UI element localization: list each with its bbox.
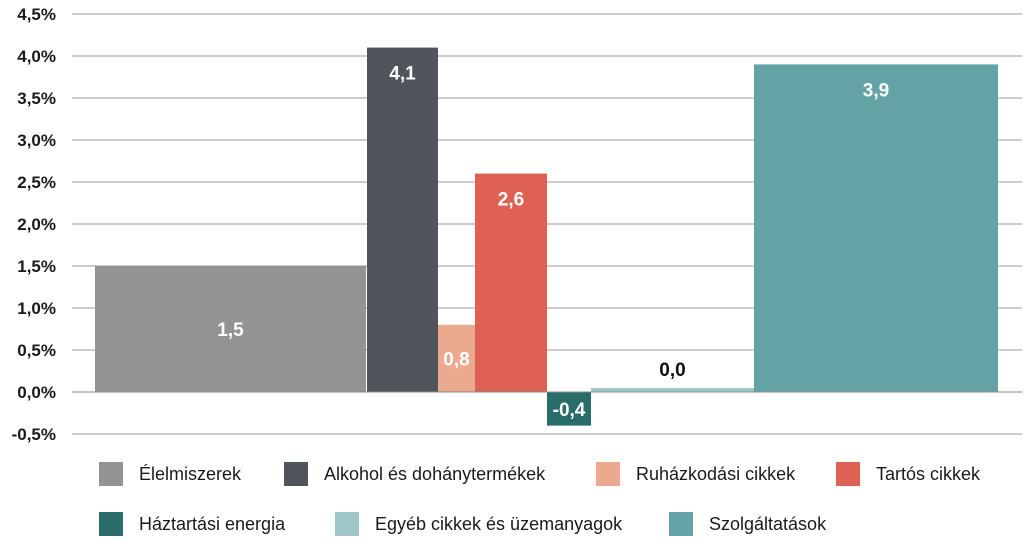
data-label: 1,5: [217, 320, 244, 341]
data-label: 0,8: [443, 349, 469, 370]
y-tick-label: 4,5%: [17, 5, 56, 24]
y-axis: -0,5% 0,0% 0,5% 1,0% 1,5% 2,0% 2,5% 3,0% 3,5% 4,0…: [12, 5, 56, 444]
y-tick-label: -0,5%: [12, 425, 56, 444]
bar: [547, 392, 591, 426]
bars: [95, 47, 998, 426]
data-labels: 1,5 4,1 0,8 2,6 -0,4 0,0 3,9: [72, 64, 1022, 421]
bar: [591, 388, 754, 392]
data-label: -0,4: [553, 400, 586, 421]
y-tick-label: 0,5%: [17, 341, 56, 360]
bar: [367, 47, 438, 392]
y-tick-label: 3,0%: [17, 131, 56, 150]
bar: [475, 173, 547, 392]
y-tick-label: 3,5%: [17, 89, 56, 108]
y-tick-label: 2,0%: [17, 215, 56, 234]
bar: [95, 266, 366, 392]
bar: [438, 324, 475, 392]
data-label: 0,0: [659, 360, 685, 381]
data-label: 3,9: [863, 80, 889, 101]
y-tick-label: 0,0%: [17, 383, 56, 402]
y-tick-label: 1,5%: [17, 257, 56, 276]
y-tick-label: 1,0%: [17, 299, 56, 318]
y-tick-label: 4,0%: [17, 47, 56, 66]
bar: [754, 64, 998, 393]
y-tick-label: 2,5%: [17, 173, 56, 192]
data-label: 2,6: [498, 190, 524, 211]
data-label: 4,1: [389, 64, 416, 85]
